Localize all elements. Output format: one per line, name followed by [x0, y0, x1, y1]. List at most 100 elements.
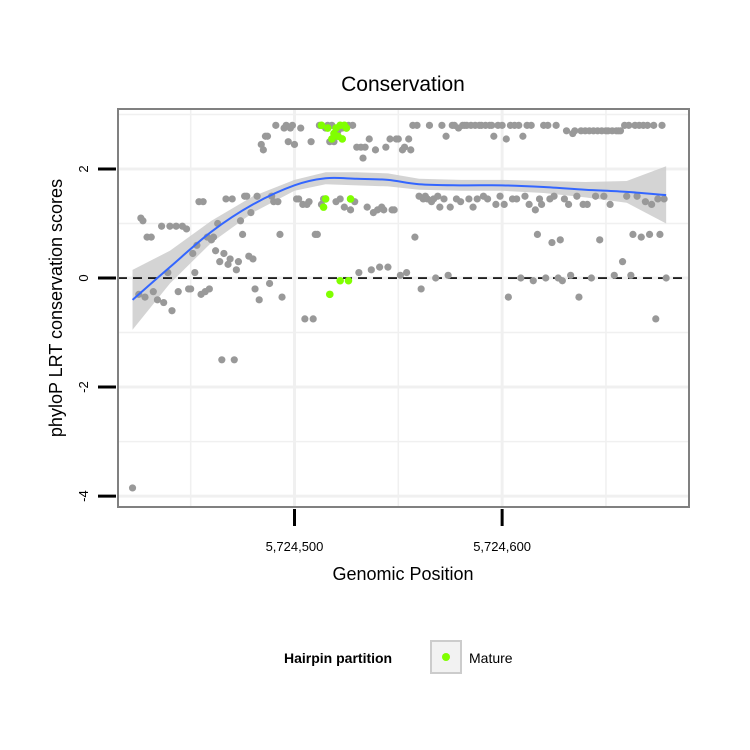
data-point: [182, 225, 191, 233]
mature-point: [323, 124, 332, 132]
data-point: [255, 296, 263, 304]
data-point: [141, 293, 149, 301]
data-point: [272, 121, 280, 129]
data-point: [623, 192, 631, 200]
data-point: [535, 195, 544, 203]
x-tick-label: 5,724,600: [473, 539, 531, 554]
data-point: [346, 206, 355, 214]
data-point: [469, 203, 477, 211]
data-point: [641, 198, 649, 206]
data-point: [492, 200, 500, 209]
data-point: [249, 255, 257, 263]
data-point: [537, 200, 546, 209]
data-point: [643, 121, 652, 129]
data-point: [365, 135, 373, 143]
data-point: [517, 274, 525, 282]
confidence-ribbon-area: [132, 166, 667, 330]
data-point: [629, 230, 637, 238]
data-point: [224, 260, 232, 268]
legend: Hairpin partition Mature: [284, 640, 513, 674]
data-point: [187, 285, 195, 293]
data-point: [367, 266, 375, 274]
data-point: [411, 233, 419, 241]
data-point: [552, 121, 560, 129]
data-point: [502, 135, 510, 143]
data-point: [440, 195, 448, 203]
data-point: [199, 198, 207, 206]
data-point: [257, 140, 265, 149]
data-point: [600, 192, 608, 200]
mature-point: [344, 276, 353, 285]
mature-points: [317, 121, 355, 299]
data-point: [340, 203, 348, 211]
y-tick-label: -4: [76, 490, 91, 502]
data-point: [656, 230, 664, 238]
data-point: [259, 146, 267, 154]
data-point: [226, 255, 234, 263]
x-axis: 5,724,500 5,724,600: [266, 509, 531, 554]
data-point: [336, 195, 344, 203]
data-point: [544, 121, 552, 129]
data-point: [238, 230, 247, 238]
data-point: [513, 195, 521, 203]
mature-point: [319, 203, 328, 211]
data-point: [650, 121, 658, 129]
data-point: [168, 307, 176, 315]
data-point: [488, 121, 496, 129]
data-point: [654, 195, 662, 203]
data-point: [658, 121, 666, 129]
data-point: [591, 192, 600, 200]
data-point: [571, 127, 579, 135]
data-point: [174, 288, 182, 296]
data-point: [465, 195, 473, 203]
data-point: [278, 293, 286, 301]
data-point: [297, 124, 305, 132]
data-point: [191, 268, 199, 277]
data-point: [548, 238, 556, 247]
data-point: [276, 230, 284, 238]
panel-background: [118, 109, 689, 507]
data-point: [290, 140, 299, 149]
data-point: [253, 192, 261, 200]
data-point: [380, 206, 388, 214]
data-point: [596, 236, 604, 244]
data-point: [575, 293, 583, 301]
data-point: [295, 195, 303, 203]
data-point: [309, 315, 317, 323]
data-point: [434, 192, 442, 200]
data-point: [473, 195, 481, 203]
data-point: [637, 233, 645, 241]
legend-item-mature: Mature: [469, 650, 513, 666]
smooth-trend-line: [131, 176, 667, 301]
data-point: [288, 121, 297, 129]
data-point: [386, 135, 394, 143]
data-point: [616, 127, 625, 135]
data-point: [558, 277, 566, 285]
data-point: [172, 222, 180, 230]
y-tick-label: -2: [76, 381, 91, 393]
x-tick-label: 5,724,500: [266, 539, 324, 554]
data-point: [307, 138, 315, 146]
data-point: [400, 143, 409, 151]
legend-mature-marker: [442, 653, 450, 661]
data-point: [627, 271, 635, 279]
data-point: [625, 121, 633, 129]
mature-point: [336, 276, 344, 285]
data-point: [648, 200, 656, 209]
x-axis-label: Genomic Position: [332, 564, 473, 584]
data-point: [564, 200, 573, 209]
mature-point: [346, 195, 355, 203]
data-point: [417, 285, 425, 293]
data-point: [149, 288, 157, 296]
data-point: [498, 121, 506, 129]
data-point: [610, 271, 618, 279]
data-point: [166, 222, 174, 230]
data-point: [527, 121, 535, 129]
data-point: [193, 241, 201, 249]
data-point: [209, 233, 218, 241]
y-axis-label: phyloP LRT conservation scores: [46, 179, 66, 437]
data-point: [562, 127, 571, 135]
data-point: [371, 146, 380, 154]
data-point: [247, 208, 255, 217]
